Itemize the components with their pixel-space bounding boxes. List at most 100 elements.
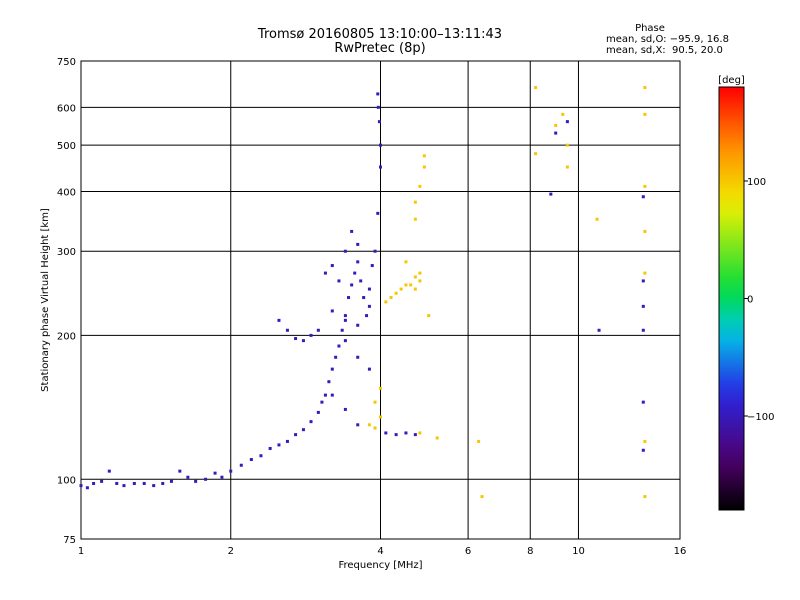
data-point-O xyxy=(379,143,382,147)
data-point-O xyxy=(641,279,645,283)
phase-stats-o: mean, sd,O: −95.9, 16.8 xyxy=(606,34,729,45)
y-tick-label: 100 xyxy=(57,475,76,486)
data-point-O xyxy=(259,454,263,458)
x-tick-label: 4 xyxy=(377,546,383,557)
data-point-X xyxy=(413,200,417,204)
data-point-O xyxy=(316,328,320,332)
data-point-X xyxy=(399,287,403,291)
data-point-X xyxy=(384,300,388,304)
data-point-X xyxy=(565,165,569,169)
chart-title: Tromsø 20160805 13:10:00–13:11:43 xyxy=(257,27,503,42)
data-point-O xyxy=(122,484,126,488)
data-point-X xyxy=(422,154,426,158)
data-point-O xyxy=(330,309,334,313)
data-point-O xyxy=(377,120,381,124)
data-point-O xyxy=(554,131,558,135)
data-point-X xyxy=(595,217,599,221)
data-point-O xyxy=(85,486,89,490)
data-point-X xyxy=(379,386,382,390)
phase-stats-x: mean, sd,X: 90.5, 20.0 xyxy=(606,45,723,56)
data-point-O xyxy=(169,479,173,483)
data-point-O xyxy=(549,192,553,196)
data-point-O xyxy=(107,469,111,473)
data-point-O xyxy=(309,333,313,337)
data-point-O xyxy=(330,367,334,371)
data-point-O xyxy=(220,475,224,479)
data-point-O xyxy=(327,380,331,384)
data-point-X xyxy=(373,400,377,404)
data-point-O xyxy=(365,314,369,318)
data-point-X xyxy=(418,184,422,188)
data-point-O xyxy=(347,296,351,300)
x-axis-label: Frequency [MHz] xyxy=(338,560,422,571)
data-point-O xyxy=(337,279,341,283)
data-point-O xyxy=(641,328,645,332)
data-point-O xyxy=(204,477,208,481)
data-point-O xyxy=(353,271,357,275)
data-point-X xyxy=(561,112,565,116)
data-point-O xyxy=(343,249,347,253)
data-point-O xyxy=(356,355,360,359)
data-point-O xyxy=(323,271,327,275)
data-point-X xyxy=(418,431,422,435)
data-point-O xyxy=(343,318,347,322)
colorbar-tick-label: 100 xyxy=(747,177,766,188)
y-tick-label: 200 xyxy=(57,331,76,342)
data-point-O xyxy=(100,479,104,483)
data-point-O xyxy=(330,264,334,268)
y-tick-label: 750 xyxy=(57,57,76,68)
data-point-O xyxy=(350,229,354,233)
data-point-O xyxy=(213,471,217,475)
data-point-O xyxy=(79,484,83,488)
data-point-O xyxy=(161,481,165,485)
chart-subtitle: RwPretec (8p) xyxy=(334,41,426,56)
x-tick-label: 2 xyxy=(228,546,234,557)
data-point-X xyxy=(534,152,538,156)
data-point-O xyxy=(356,242,360,246)
data-point-X xyxy=(413,217,417,221)
data-point-X xyxy=(435,436,439,440)
data-point-O xyxy=(376,92,380,96)
data-point-X xyxy=(427,314,431,318)
data-point-O xyxy=(178,469,182,473)
data-point-X xyxy=(643,439,647,443)
data-point-X xyxy=(389,296,393,300)
data-point-O xyxy=(404,431,408,435)
data-point-X xyxy=(565,143,569,147)
data-point-O xyxy=(268,446,272,450)
data-point-X xyxy=(643,86,647,90)
y-tick-label: 500 xyxy=(57,141,76,152)
data-point-O xyxy=(285,328,289,332)
data-point-O xyxy=(320,400,324,404)
colorbar-tick-label: −100 xyxy=(747,412,774,423)
data-point-O xyxy=(294,337,298,341)
data-point-O xyxy=(285,439,289,443)
data-point-O xyxy=(92,481,96,485)
colorbar xyxy=(718,86,745,511)
data-point-O xyxy=(597,328,601,332)
data-point-O xyxy=(376,105,380,109)
data-point-X xyxy=(373,426,377,430)
x-tick-label: 6 xyxy=(465,546,471,557)
data-point-O xyxy=(641,448,645,452)
data-point-X xyxy=(643,112,647,116)
data-point-X xyxy=(480,495,484,499)
data-point-O xyxy=(641,195,645,199)
data-point-X xyxy=(554,123,558,127)
colorbar-label: [deg] xyxy=(718,75,745,86)
data-point-O xyxy=(367,304,371,308)
data-point-O xyxy=(373,249,377,253)
data-point-O xyxy=(565,120,569,124)
data-point-O xyxy=(379,165,382,169)
data-point-O xyxy=(132,481,136,485)
data-point-X xyxy=(418,279,422,283)
data-point-O xyxy=(239,463,243,467)
colorbar-tick-label: 0 xyxy=(747,295,753,306)
data-point-O xyxy=(152,484,156,488)
data-point-O xyxy=(367,287,371,291)
x-tick-label: 16 xyxy=(674,546,687,557)
data-point-X xyxy=(534,86,538,90)
data-point-O xyxy=(362,296,366,300)
y-tick-label: 75 xyxy=(63,535,76,546)
